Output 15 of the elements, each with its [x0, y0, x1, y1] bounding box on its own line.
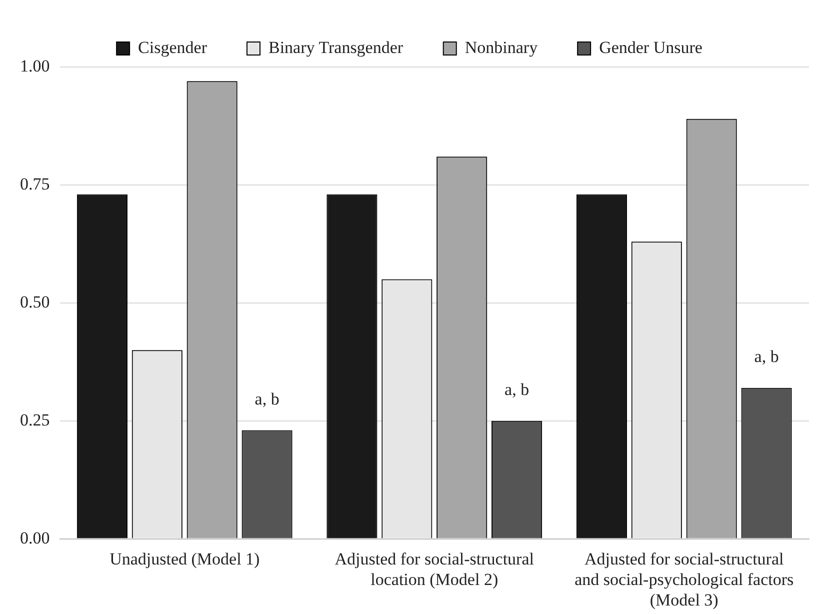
y-tick-label: 0.00 [20, 528, 50, 548]
y-tick-label: 0.50 [20, 292, 50, 312]
legend-label: Binary Transgender [268, 38, 404, 57]
legend-label: Gender Unsure [599, 38, 702, 57]
x-tick-label: Unadjusted (Model 1) [110, 549, 260, 568]
y-tick-label: 1.00 [20, 56, 50, 76]
y-tick-label: 0.25 [20, 410, 50, 430]
annotation: a, b [254, 389, 280, 408]
annotation: a, b [504, 380, 530, 399]
x-tick-label: Adjusted for social-structural and social-psychological factors (Model 3) [574, 549, 794, 610]
legend-label: Nonbinary [464, 38, 538, 57]
y-tick-label: 0.75 [20, 174, 50, 194]
annotation: a, b [754, 346, 779, 366]
x-tick-label: Adjusted for social-structural location (Model 2) [334, 549, 534, 589]
legend-label: Cisgender [138, 38, 208, 57]
